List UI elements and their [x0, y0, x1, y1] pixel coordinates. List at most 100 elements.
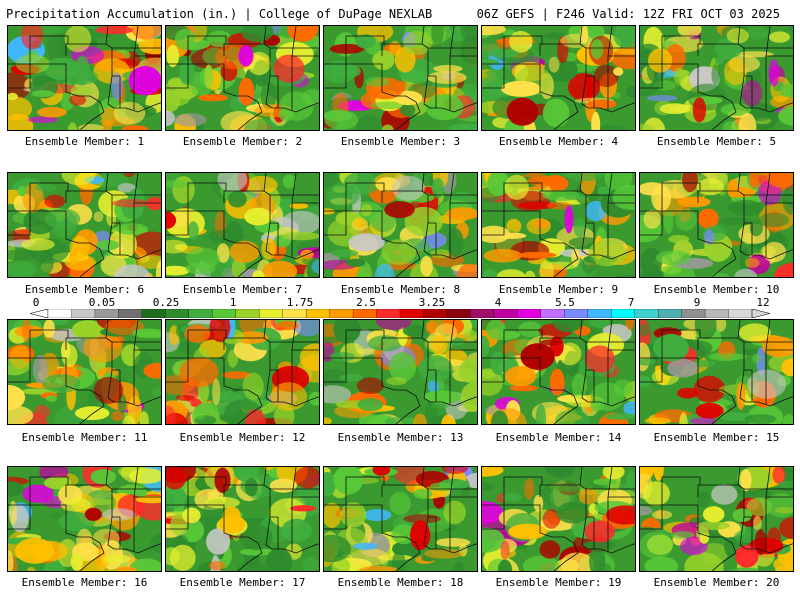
ensemble-member-map [165, 172, 320, 278]
precipitation-map [8, 26, 161, 130]
run-info: 06Z GEFS | F246 Valid: 12Z FRI OCT 03 20… [476, 7, 780, 21]
colorbar-swatch [141, 309, 166, 318]
ensemble-member-label: Ensemble Member: 7 [182, 283, 303, 296]
ensemble-member-map [165, 319, 320, 425]
colorbar-tick-label: 7 [627, 296, 635, 309]
colorbar-tick-label: 9 [693, 296, 701, 309]
colorbar-swatch [212, 309, 237, 318]
colorbar-swatch [94, 309, 119, 318]
precipitation-map [8, 320, 161, 424]
precipitation-map [482, 26, 635, 130]
colorbar-tick-label: 12 [756, 296, 770, 309]
colorbar-tick-label: 5.5 [555, 296, 575, 309]
colorbar-tick-label: 0 [32, 296, 40, 309]
ensemble-member-label: Ensemble Member: 17 [179, 576, 306, 589]
ensemble-member-map [481, 319, 636, 425]
ensemble-member-map [7, 319, 162, 425]
ensemble-member-label: Ensemble Member: 6 [24, 283, 145, 296]
colorbar-swatch [399, 309, 424, 318]
precipitation-map [482, 173, 635, 277]
colorbar-swatch [704, 309, 729, 318]
precipitation-map [324, 467, 477, 571]
colorbar-tick-label: 0.05 [88, 296, 116, 309]
ensemble-member-map [639, 319, 794, 425]
ensemble-member-map [165, 25, 320, 131]
colorbar-swatch [587, 309, 612, 318]
colorbar-swatch [118, 309, 143, 318]
ensemble-member-label: Ensemble Member: 19 [495, 576, 622, 589]
colorbar-swatch [259, 309, 284, 318]
precipitation-map [482, 320, 635, 424]
colorbar-swatch [235, 309, 260, 318]
ensemble-member-map [323, 25, 478, 131]
ensemble-member-map [639, 172, 794, 278]
colorbar-swatch [634, 309, 659, 318]
precipitation-map [166, 467, 319, 571]
ensemble-member-label: Ensemble Member: 2 [182, 135, 303, 148]
colorbar-swatch [681, 309, 706, 318]
ensemble-member-map [165, 466, 320, 572]
colorbar-swatch [188, 309, 213, 318]
ensemble-member-label: Ensemble Member: 18 [337, 576, 464, 589]
colorbar-swatch [423, 309, 448, 318]
precipitation-map [640, 26, 793, 130]
colorbar-swatch [611, 309, 636, 318]
ensemble-member-map [323, 319, 478, 425]
colorbar-tick-label: 0.25 [152, 296, 180, 309]
colorbar-swatch [376, 309, 401, 318]
ensemble-member-label: Ensemble Member: 12 [179, 431, 306, 444]
ensemble-member-label: Ensemble Member: 3 [340, 135, 461, 148]
colorbar-tick-label: 3.25 [418, 296, 446, 309]
colorbar-swatch [564, 309, 589, 318]
ensemble-member-map [323, 172, 478, 278]
ensemble-member-label: Ensemble Member: 10 [653, 283, 780, 296]
precipitation-map [324, 26, 477, 130]
ensemble-member-label: Ensemble Member: 9 [498, 283, 619, 296]
precipitation-map [166, 173, 319, 277]
ensemble-member-label: Ensemble Member: 16 [21, 576, 148, 589]
ensemble-member-map [7, 172, 162, 278]
colorbar-swatch [282, 309, 307, 318]
precipitation-map [640, 173, 793, 277]
colorbar-swatch [71, 309, 96, 318]
ensemble-member-label: Ensemble Member: 15 [653, 431, 780, 444]
ensemble-member-label: Ensemble Member: 4 [498, 135, 619, 148]
colorbar-swatch [329, 309, 354, 318]
colorbar-swatch [305, 309, 331, 318]
precipitation-map [166, 26, 319, 130]
colorbar-max-arrow [751, 309, 770, 318]
colorbar-swatch [352, 309, 377, 318]
ensemble-member-label: Ensemble Member: 5 [656, 135, 777, 148]
colorbar-tick-label: 1.75 [286, 296, 314, 309]
colorbar [30, 309, 770, 318]
ensemble-member-map [481, 172, 636, 278]
ensemble-member-label: Ensemble Member: 1 [24, 135, 145, 148]
ensemble-member-map [639, 466, 794, 572]
ensemble-member-label: Ensemble Member: 20 [653, 576, 780, 589]
ensemble-member-label: Ensemble Member: 13 [337, 431, 464, 444]
precipitation-map [8, 467, 161, 571]
ensemble-member-map [481, 466, 636, 572]
page-title: Precipitation Accumulation (in.) | Colle… [6, 7, 433, 21]
precipitation-map [640, 467, 793, 571]
ensemble-member-label: Ensemble Member: 14 [495, 431, 622, 444]
colorbar-swatch [446, 309, 471, 318]
precipitation-map [640, 320, 793, 424]
colorbar-swatch [517, 309, 542, 318]
ensemble-member-label: Ensemble Member: 11 [21, 431, 148, 444]
colorbar-min-arrow [30, 309, 49, 318]
ensemble-member-map [639, 25, 794, 131]
colorbar-swatch [165, 309, 190, 318]
colorbar-swatch [470, 309, 495, 318]
colorbar-swatch [47, 309, 72, 318]
precipitation-map [482, 467, 635, 571]
colorbar-swatch [657, 309, 683, 318]
precipitation-map [166, 320, 319, 424]
ensemble-member-map [7, 466, 162, 572]
colorbar-swatch [540, 309, 565, 318]
precipitation-map [8, 173, 161, 277]
ensemble-member-label: Ensemble Member: 8 [340, 283, 461, 296]
ensemble-member-map [323, 466, 478, 572]
precipitation-map [324, 173, 477, 277]
colorbar-tick-label: 4 [494, 296, 502, 309]
